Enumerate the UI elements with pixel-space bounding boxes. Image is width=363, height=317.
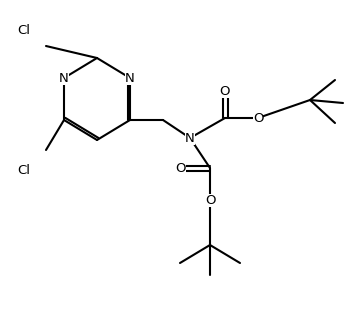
Text: Cl: Cl (17, 23, 30, 36)
Text: Cl: Cl (17, 164, 30, 177)
Text: O: O (220, 85, 230, 98)
Text: O: O (253, 112, 263, 125)
Text: N: N (185, 132, 195, 145)
Text: O: O (175, 161, 186, 174)
Text: O: O (205, 193, 215, 206)
Text: N: N (125, 72, 135, 85)
Text: N: N (59, 72, 69, 85)
